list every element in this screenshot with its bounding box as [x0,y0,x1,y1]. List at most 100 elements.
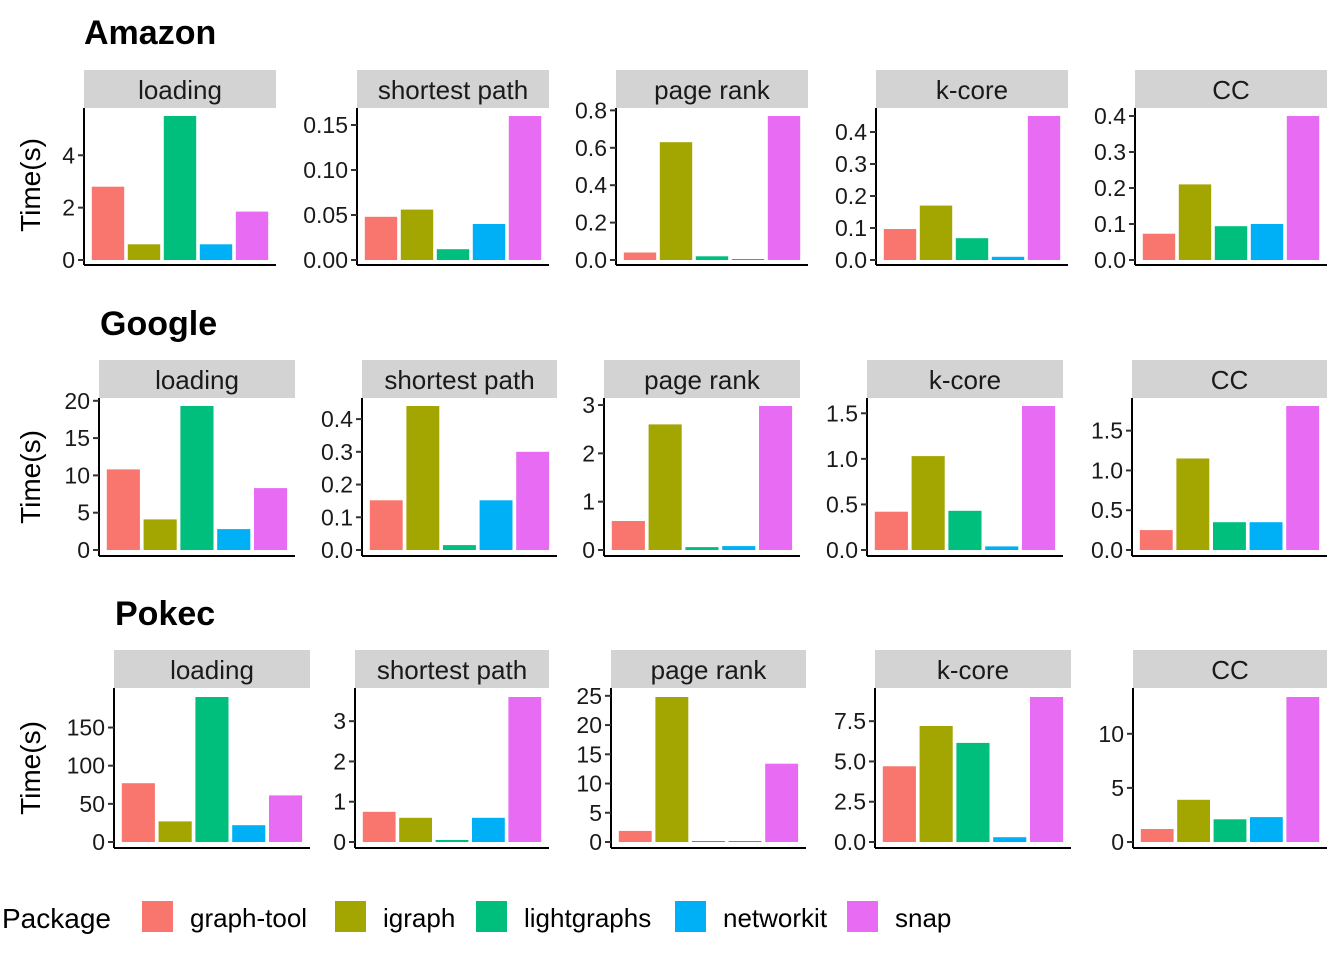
y-tick-label: 3 [333,708,346,734]
section-title: Pokec [115,595,215,633]
bar-networkit [232,825,266,842]
bar-snap [767,116,801,260]
y-tick-label: 1.5 [826,400,858,426]
facet-strip [99,360,295,398]
y-tick-label: 5.0 [834,748,866,774]
bar-igraph [158,821,192,842]
y-tick-label: 0 [77,537,90,563]
facet-strip-label: shortest path [378,75,528,105]
y-tick-label: 20 [64,388,90,414]
legend-item-lightgraphs: lightgraphs [476,901,651,933]
facet-strip [355,650,549,688]
bar-networkit [217,529,251,550]
y-tick-label: 0.8 [575,97,607,123]
y-tick-label: 0.2 [575,210,607,236]
bar-lightgraphs [163,116,197,260]
y-tick-label: 7.5 [834,708,866,734]
legend: Package graph-tool igraph lightgraphs networ… [2,901,951,934]
legend-item-graph-tool: graph-tool [142,901,307,933]
legend-label: networkit [723,903,828,933]
facet-strip-label: loading [170,655,254,685]
legend-key-swatch [335,901,366,932]
bar-networkit [1250,224,1284,260]
bar-igraph [127,244,161,260]
legend-label: graph-tool [190,903,307,933]
facet-strip [611,650,806,688]
bar-lightgraphs [195,697,229,842]
y-tick-label: 0.5 [1091,497,1123,523]
facet-strip [1133,650,1327,688]
bar-snap [1286,406,1320,550]
bar-lightgraphs [692,841,725,842]
facet-strip [357,70,549,108]
y-tick-label: 0 [1111,829,1124,855]
facet-strip [1132,360,1327,398]
bar-igraph [143,519,177,550]
bar-igraph [655,697,689,842]
facet-strip-label: CC [1211,365,1249,395]
y-tick-label: 100 [67,753,105,779]
y-tick-label: 0.3 [1094,139,1126,165]
y-tick-label: 1.5 [1091,418,1123,444]
y-tick-label: 2 [62,195,75,221]
bar-graph-tool [121,783,155,842]
y-tick-label: 2 [333,748,346,774]
y-tick-label: 10 [64,462,90,488]
facet-panel: shortest path 0.00 0.05 0.10 0.15 [303,70,549,273]
y-tick-label: 1 [582,489,595,515]
facet-strip-label: CC [1211,655,1249,685]
facet-panel: shortest path 0.0 0.1 0.2 0.3 0.4 [321,360,557,563]
y-tick-label: 0.0 [834,829,866,855]
bar-snap [1286,116,1320,260]
bar-snap [1027,116,1061,260]
legend-label: igraph [383,903,455,933]
y-tick-label: 0.2 [1094,175,1126,201]
y-tick-label: 5 [1111,775,1124,801]
bar-networkit [472,817,505,842]
y-tick-label: 0.1 [1094,211,1126,237]
facet-panel: page rank 0 5 10 15 20 25 [576,650,806,855]
bar-networkit [991,256,1025,260]
bar-lightgraphs [443,545,476,550]
bar-igraph [648,424,682,550]
bar-graph-tool [364,216,398,260]
y-tick-label: 0.15 [303,112,348,138]
bar-graph-tool [618,830,652,842]
y-tick-label: 20 [576,712,602,738]
legend-item-snap: snap [847,901,951,933]
y-tick-label: 2.5 [834,789,866,815]
facet-strip [114,650,310,688]
facet-strip [84,70,276,108]
y-tick-label: 0.4 [575,172,607,198]
section-title: Amazon [84,14,216,52]
y-tick-label: 25 [576,683,602,709]
facet-panel: loading 0 5 10 15 20 [64,360,295,563]
y-tick-label: 0.0 [1094,247,1126,273]
y-tick-label: 15 [576,741,602,767]
y-tick-label: 1.0 [1091,457,1123,483]
y-tick-label: 5 [77,500,90,526]
facet-strip-label: shortest path [377,655,527,685]
bar-networkit [728,841,762,842]
facet-strip [867,360,1063,398]
facet-panel: shortest path 0 1 2 3 [333,650,549,855]
y-tick-label: 0.10 [303,157,348,183]
legend-item-igraph: igraph [335,901,455,933]
y-tick-label: 0.1 [835,215,867,241]
y-tick-label: 10 [1098,721,1124,747]
bar-networkit [985,546,1019,550]
bar-graph-tool [91,186,125,260]
y-tick-label: 0.0 [575,247,607,273]
bar-networkit [1250,817,1283,842]
bar-lightgraphs [948,510,982,550]
facet-strip-label: page rank [651,655,768,685]
legend-key-swatch [476,901,507,932]
bar-graph-tool [1139,530,1173,550]
y-tick-label: 0.1 [321,504,353,530]
bar-graph-tool [106,469,140,550]
facet-strip [616,70,808,108]
y-tick-label: 0.3 [321,439,353,465]
y-tick-label: 0.4 [1094,103,1126,129]
